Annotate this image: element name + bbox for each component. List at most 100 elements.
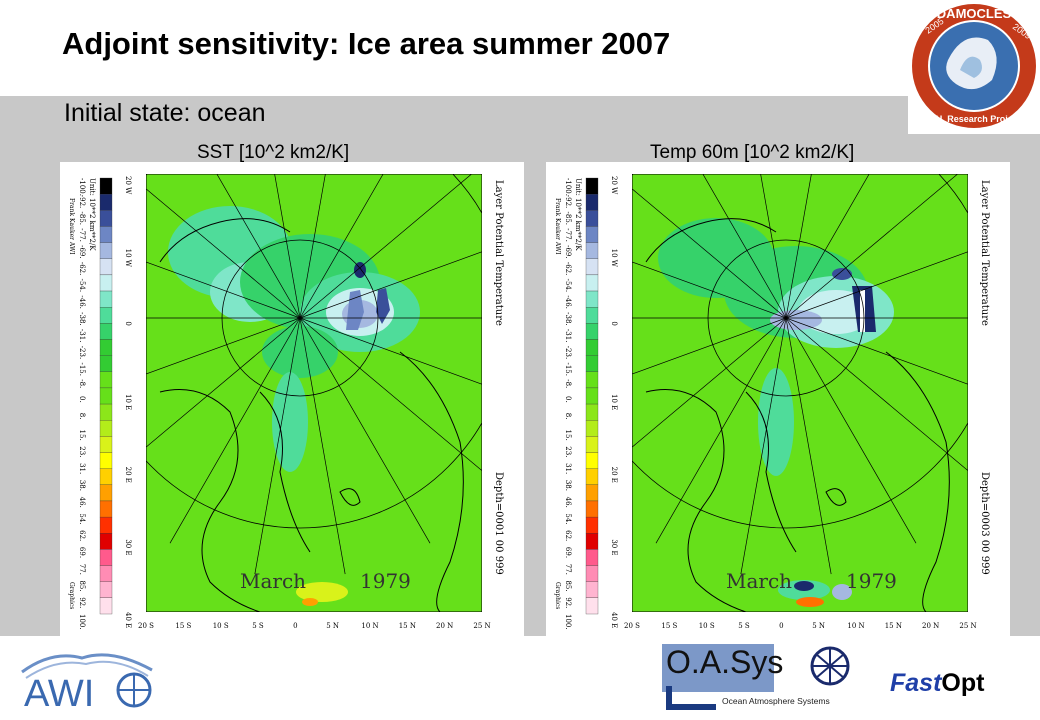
colorbar-swatch [585,565,599,582]
colorbar-swatch [99,549,113,566]
x-tick-label: 20 N [922,622,939,630]
colorbar-swatch [585,549,599,566]
meridian-line [299,317,431,544]
colorbar-label: 0. [564,396,572,403]
y-tick-label: 30 E [124,539,132,555]
colorbar [99,177,113,615]
colorbar-label: 100. [564,614,572,630]
colorbar-swatch [99,452,113,469]
colorbar-label: 46. [78,497,86,508]
colorbar-label: 23. [564,446,572,457]
colorbar-swatch [99,323,113,340]
colorbar-swatch [585,581,599,599]
layer-label: Layer Potential Temperature [979,180,990,326]
colorbar-swatch [585,258,599,276]
x-tick-label: 20 S [624,622,640,630]
colorbar-label: 54. [564,513,572,524]
colorbar-label: -23. [78,346,86,360]
y-tick-label: 20 E [124,467,132,483]
colorbar-label: 100. [78,614,86,630]
colorbar-swatch [585,452,599,469]
meridian-line [655,317,787,544]
x-tick-label: 20 N [436,622,453,630]
meridian-line [299,174,384,319]
colorbar-label: 77. [78,564,86,575]
awi-logo-text: AWI [24,673,94,712]
meridian-line [785,317,917,544]
colorbar-label: -54. [78,279,86,293]
map-area: March 1979 [146,174,482,612]
meridian-line [299,317,346,575]
meridian-line [274,174,301,319]
x-axis-ticks: 20 S 15 S 10 S 5 S 0 5 N 10 N 15 N 20 N 25 N [138,622,491,630]
oasys-logo-text: O.A.Sys [666,644,784,680]
colorbar-label: 92. [564,597,572,608]
x-tick-label: 25 N [473,622,490,630]
colorbar-label: -8. [564,379,572,388]
colorbar-swatch [585,242,599,259]
colorbar-label: -69. [78,245,86,258]
colorbar-label: 69. [564,547,572,558]
damocles-subtext: E.U. Research Project [927,114,1021,124]
meridian-line [146,261,301,319]
meridian-line [299,317,482,472]
x-tick-label: 15 S [661,622,677,630]
colorbar-label: -62. [78,262,86,276]
y-tick-label: 20 W [124,176,132,195]
colorbar-swatch [585,436,599,453]
colorbar-label: -46. [564,295,572,309]
panel-2-title: Temp 60m [10^2 km2/K] [650,142,855,163]
colorbar-swatch [99,290,113,308]
colorbar-label: 54. [78,513,86,524]
colorbar-swatch [585,355,599,372]
colorbar-swatch [99,193,113,211]
map-panel-sst: Frank Kauker AWI Graphics -100. -92. -85. -… [60,162,524,636]
colorbar-swatch [99,387,113,405]
x-tick-label: 10 S [213,622,229,630]
colorbar-swatch [99,597,113,615]
y-tick-label: 10 W [610,249,618,268]
colorbar-swatch [99,468,113,485]
colorbar-label: 92. [78,597,86,608]
colorbar-labels: -100.-92. -85. -77. -69. -62. -54. -46. -38. -31… [564,178,572,630]
meridian-line [146,317,301,375]
colorbar-swatch [585,420,599,437]
year-label: 1979 [360,569,411,593]
fastopt-logo: FastOpt [890,669,984,698]
colorbar-swatch [99,420,113,437]
meridian-line [760,174,787,319]
colorbar-label: 85. [564,580,572,591]
colorbar-label: -77. [78,228,86,242]
x-tick-label: 5 N [812,622,825,630]
colorbar-swatch [585,516,599,534]
colorbar-label: 23. [78,446,86,457]
meridian-line [785,317,968,385]
fastopt-opt-text: Opt [941,669,985,697]
meridian-line [632,317,787,448]
author-label: Frank Kauker AWI [68,198,75,255]
map-area: March 1979 [632,174,968,612]
colorbar-swatch [585,403,599,421]
colorbar-swatch [585,323,599,340]
colorbar-swatch [99,581,113,599]
meridian-line [702,174,787,319]
colorbar-label: -15. [78,362,86,376]
y-tick-label: 10 W [124,249,132,268]
meridian-line [299,174,326,319]
date-label: March [726,569,792,593]
x-tick-label: 15 N [885,622,902,630]
y-tick-label: 40 E [610,612,618,628]
x-tick-label: 15 N [399,622,416,630]
panel-1-title: SST [10^2 km2/K] [197,142,350,163]
unit-label: Unit: 10**2 km**2/K [88,178,96,251]
colorbar-label: -100. [78,178,86,196]
x-tick-label: 0 [293,622,297,630]
colorbar-label: 15. [78,430,86,441]
colorbar-swatch [99,500,113,518]
damocles-logo-text: DAMOCLES [937,6,1012,21]
colorbar-swatch [99,355,113,372]
y-axis-ticks: 20 W 10 W 0 10 E 20 E 30 E 40 E [124,176,132,628]
colorbar-label: -54. [564,279,572,293]
colorbar-label: 0. [78,396,86,403]
colorbar-swatch [585,307,599,324]
